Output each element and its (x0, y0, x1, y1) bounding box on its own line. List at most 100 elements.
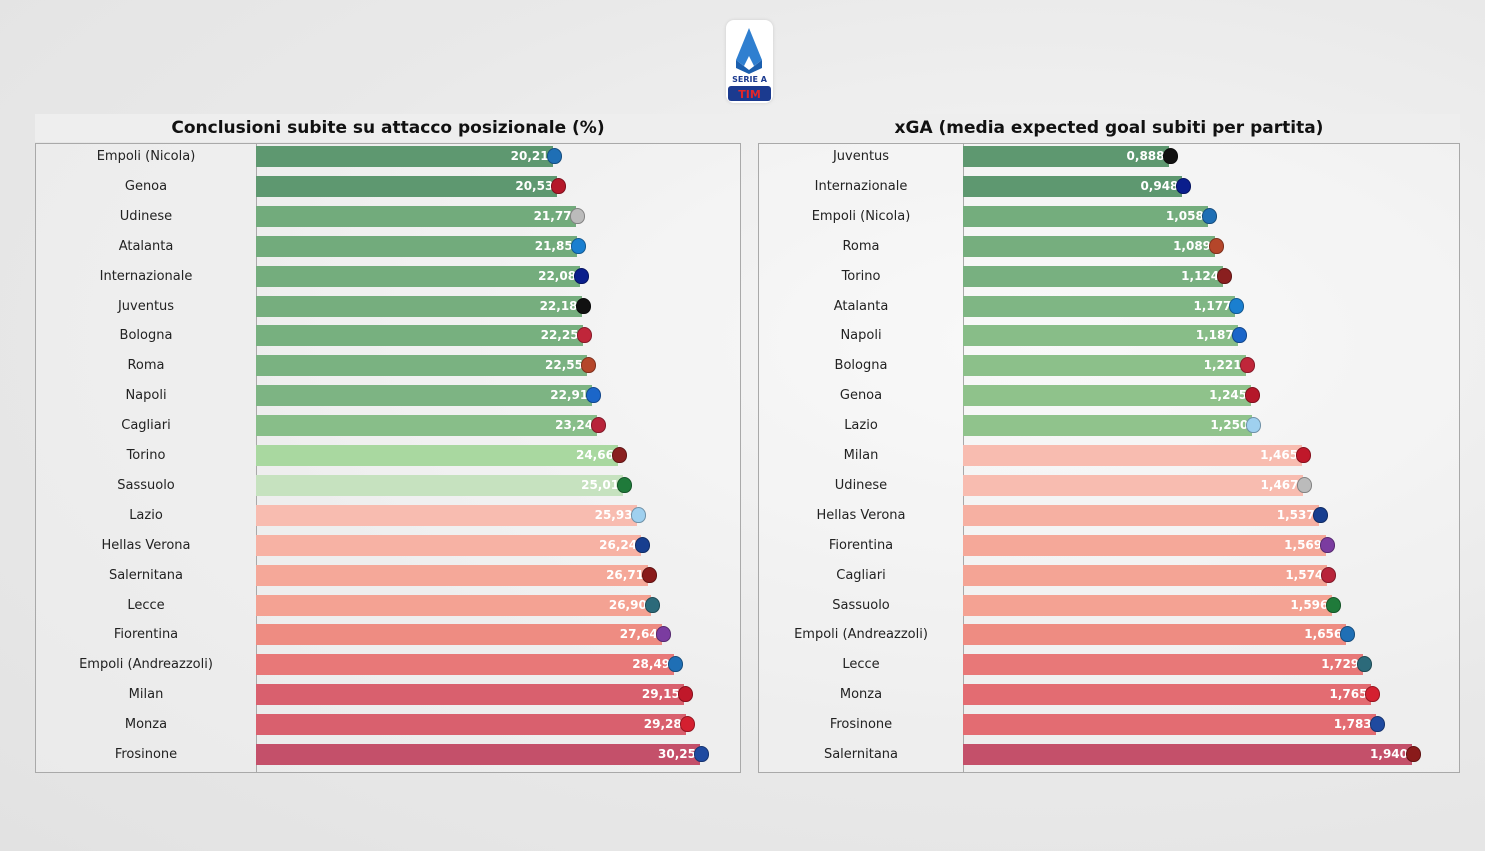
team-crest-icon (668, 656, 684, 673)
team-crest-icon (694, 746, 709, 762)
bar (256, 624, 662, 646)
data-label: 0,888 (1126, 149, 1165, 163)
data-label: 22,18 (539, 298, 578, 313)
data-label: 20,53 (515, 178, 554, 193)
category-label: Juventus (832, 149, 890, 164)
bar (256, 146, 553, 167)
category-label: Cagliari (121, 418, 171, 434)
category-label: Frosinone (114, 747, 178, 762)
team-crest-icon (1245, 387, 1261, 404)
data-label: 1,467 (1260, 477, 1299, 492)
bar (963, 415, 1253, 437)
chart-left-panel: Conclusioni subite su attacco posizional… (35, 114, 741, 773)
bar (963, 534, 1327, 556)
team-crest-icon (1201, 207, 1217, 224)
chart-body: Juventus Internazionale Empoli (Nicola) Rom… (758, 143, 1460, 773)
team-crest-icon (586, 387, 602, 404)
bar (963, 355, 1246, 377)
bar (256, 295, 582, 317)
bar (256, 564, 649, 586)
bar (256, 205, 576, 227)
team-crest-icon (1229, 297, 1245, 314)
team-crest-icon (1239, 357, 1255, 374)
bar (256, 684, 684, 706)
category-labels: Empoli (Nicola) Genoa Udinese Atalanta Inter… (36, 144, 257, 772)
team-crest-icon (569, 207, 585, 224)
category-label: Roma (127, 358, 165, 374)
data-label: 30,25 (658, 747, 696, 761)
data-label: 1,729 (1321, 657, 1360, 672)
category-label: Milan (128, 687, 164, 703)
category-label: Milan (843, 448, 879, 463)
team-crest-icon (574, 267, 590, 284)
bar (963, 654, 1364, 676)
bar (963, 205, 1208, 227)
data-label: 26,24 (599, 537, 638, 552)
data-label: 20,21 (510, 149, 549, 163)
category-label: Fiorentina (113, 627, 179, 643)
team-crest-icon (677, 686, 693, 703)
data-label: 1,765 (1329, 687, 1368, 702)
category-label: Torino (841, 268, 881, 284)
bar (963, 474, 1303, 496)
bar (256, 744, 700, 765)
team-crest-icon (1369, 716, 1385, 733)
category-label: Napoli (840, 328, 882, 344)
team-crest-icon (1321, 566, 1337, 583)
category-label: Frosinone (829, 717, 893, 733)
data-label: 25,01 (581, 477, 620, 492)
team-crest-icon (655, 626, 671, 643)
data-label: 1,596 (1290, 597, 1329, 612)
category-label: Empoli (Nicola) (811, 208, 911, 224)
bar (963, 445, 1303, 466)
team-crest-icon (570, 237, 586, 254)
bar (963, 146, 1169, 167)
data-label: 1,574 (1285, 567, 1324, 582)
category-label: Lazio (129, 507, 163, 523)
team-crest-icon (630, 506, 646, 523)
data-label: 1,177 (1193, 298, 1232, 313)
team-crest-icon (1357, 656, 1373, 673)
bar (963, 265, 1224, 287)
team-crest-icon (1365, 686, 1381, 703)
team-crest-icon (1246, 417, 1262, 434)
category-label: Monza (124, 717, 168, 733)
data-label: 1,124 (1181, 268, 1220, 283)
bar (256, 235, 577, 257)
data-label: 1,940 (1370, 747, 1408, 761)
bar (256, 474, 624, 496)
bar (256, 594, 651, 616)
bar (963, 175, 1183, 197)
bar (256, 265, 581, 287)
category-label: Empoli (Andreazzoli) (794, 627, 928, 643)
bar (256, 355, 587, 377)
category-label: Monza (839, 687, 883, 703)
category-label: Lecce (842, 657, 880, 673)
category-label: Empoli (Andreazzoli) (79, 657, 213, 673)
category-label: Napoli (125, 388, 167, 404)
data-label: 0,948 (1140, 178, 1179, 193)
data-label: 22,55 (545, 358, 583, 373)
bar (963, 624, 1347, 646)
bar (256, 385, 593, 407)
chart-title: Conclusioni subite su attacco posizional… (35, 114, 741, 142)
team-crest-icon (1312, 506, 1328, 523)
category-label: Salernitana (108, 567, 184, 583)
category-label: Internazionale (814, 178, 908, 194)
category-label: Genoa (839, 388, 883, 404)
category-label: Bologna (119, 328, 173, 344)
team-crest-icon (644, 596, 660, 613)
category-label: Bologna (834, 358, 888, 374)
data-label: 22,25 (540, 328, 579, 343)
team-crest-icon (679, 716, 695, 733)
team-crest-icon (1406, 746, 1421, 762)
category-label: Torino (126, 448, 166, 463)
data-label: 1,569 (1284, 537, 1323, 552)
data-label: 29,15 (641, 687, 680, 702)
category-label: Lecce (127, 597, 165, 613)
category-label: Hellas Verona (101, 537, 191, 553)
team-crest-icon (611, 447, 627, 463)
team-crest-icon (1296, 476, 1312, 493)
category-label: Udinese (834, 477, 888, 493)
team-crest-icon (617, 476, 633, 493)
